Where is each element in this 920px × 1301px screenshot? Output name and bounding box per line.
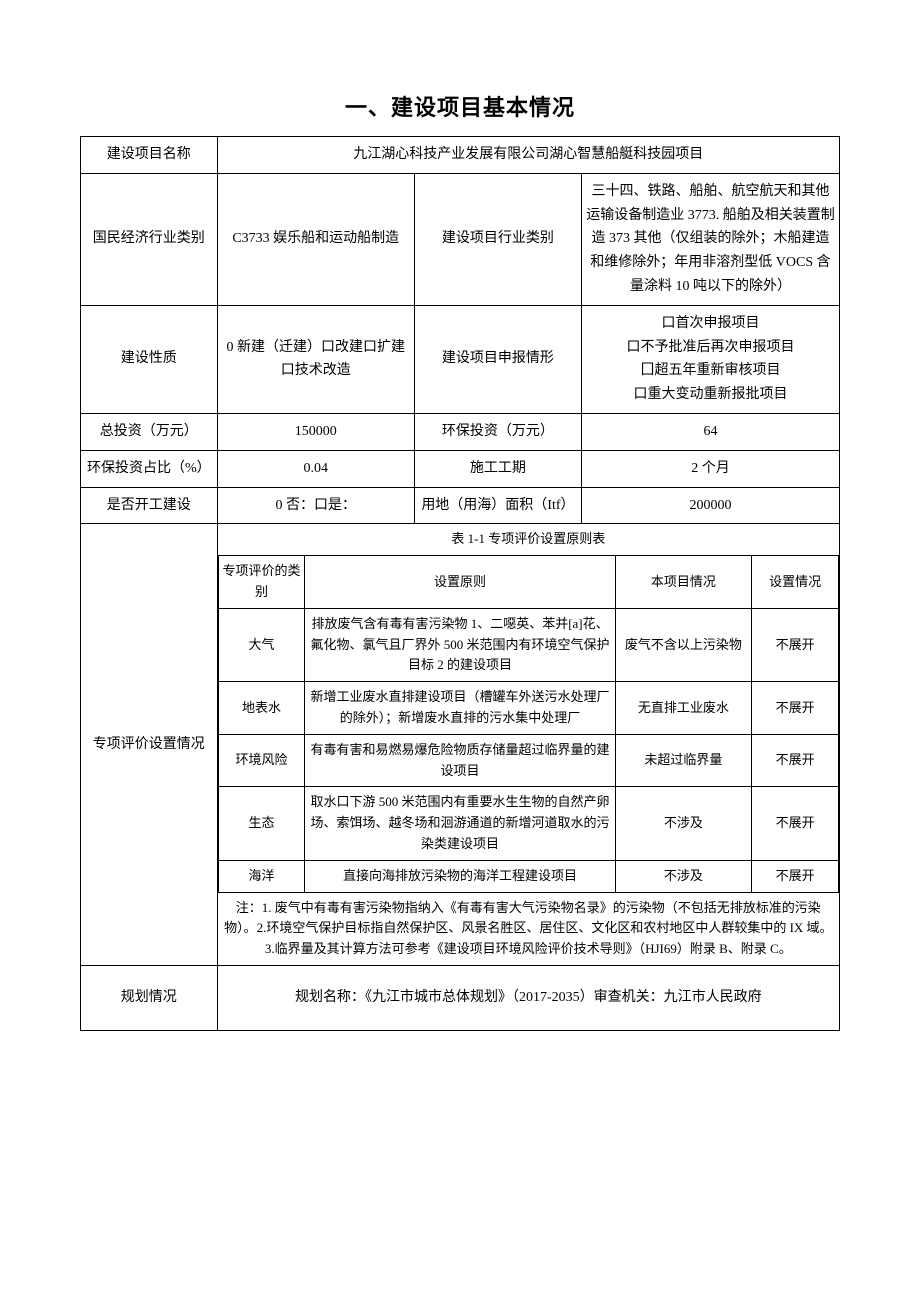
value-nature: 0 新建（迁建）口改建口扩建口技术改造 [217,305,414,413]
inner-set: 不展开 [752,787,839,860]
inner-cat: 大气 [218,608,305,681]
inner-caption: 表 1-1 专项评价设置原则表 [218,524,838,555]
inner-cat: 生态 [218,787,305,860]
label-declare: 建设项目申报情形 [414,305,581,413]
value-declare: 口首次申报项目 口不予批准后再次申报项目 囗超五年重新审核项目 口重大变动重新报… [581,305,839,413]
inner-status: 废气不含以上污染物 [615,608,751,681]
table-row: 环保投资占比（%） 0.04 施工工期 2 个月 [81,450,840,487]
inner-set: 不展开 [752,682,839,735]
label-industry-type: 建设项目行业类别 [414,173,581,305]
inner-principle: 有毒有害和易燃易爆危险物质存储量超过临界量的建设项目 [305,734,615,787]
label-started: 是否开工建设 [81,487,218,524]
value-period: 2 个月 [581,450,839,487]
label-project-name: 建设项目名称 [81,137,218,174]
value-env-ratio: 0.04 [217,450,414,487]
table-row: 国民经济行业类别 C3733 娱乐船和运动船制造 建设项目行业类别 三十四、铁路… [81,173,840,305]
inner-header: 设置情况 [752,556,839,609]
inner-principle: 排放废气含有毒有害污染物 1、二噁英、苯并[a]花、氟化物、氯气且厂界外 500… [305,608,615,681]
value-env-invest: 64 [581,413,839,450]
label-special: 专项评价设置情况 [81,524,218,966]
inner-cat: 海洋 [218,860,305,892]
inner-principle: 新增工业废水直排建设项目（槽罐车外送污水处理厂的除外）；新增废水直排的污水集中处… [305,682,615,735]
inner-row: 大气 排放废气含有毒有害污染物 1、二噁英、苯并[a]花、氟化物、氯气且厂界外 … [218,608,838,681]
inner-cat: 环境风险 [218,734,305,787]
inner-principle: 取水口下游 500 米范围内有重要水生生物的自然产卵场、索饵场、越冬场和洄游通道… [305,787,615,860]
inner-status: 不涉及 [615,787,751,860]
inner-set: 不展开 [752,860,839,892]
value-started: 0 否：口是： [217,487,414,524]
inner-set: 不展开 [752,608,839,681]
inner-row: 海洋 直接向海排放污染物的海洋工程建设项目 不涉及 不展开 [218,860,838,892]
inner-status: 不涉及 [615,860,751,892]
label-period: 施工工期 [414,450,581,487]
label-env-invest: 环保投资（万元） [414,413,581,450]
inner-principle: 直接向海排放污染物的海洋工程建设项目 [305,860,615,892]
value-project-name: 九江湖心科技产业发展有限公司湖心智慧船艇科技园项目 [217,137,839,174]
table-row: 专项评价设置情况 表 1-1 专项评价设置原则表 专项评价的类别 设置原则 本项… [81,524,840,966]
table-row: 建设项目名称 九江湖心科技产业发展有限公司湖心智慧船艇科技园项目 [81,137,840,174]
value-total-invest: 150000 [217,413,414,450]
inner-status: 无直排工业废水 [615,682,751,735]
inner-row: 生态 取水口下游 500 米范围内有重要水生生物的自然产卵场、索饵场、越冬场和洄… [218,787,838,860]
inner-set: 不展开 [752,734,839,787]
label-total-invest: 总投资（万元） [81,413,218,450]
inner-header-row: 专项评价的类别 设置原则 本项目情况 设置情况 [218,556,838,609]
inner-row: 环境风险 有毒有害和易燃易爆危险物质存储量超过临界量的建设项目 未超过临界量 不… [218,734,838,787]
value-land-area: 200000 [581,487,839,524]
label-env-ratio: 环保投资占比（%） [81,450,218,487]
inner-status: 未超过临界量 [615,734,751,787]
inner-header: 本项目情况 [615,556,751,609]
page-title: 一、建设项目基本情况 [80,90,840,122]
label-plan: 规划情况 [81,965,218,1030]
inner-note: 注：1. 废气中有毒有害污染物指纳入《有毒有害大气污染物名录》的污染物（不包括无… [218,892,838,965]
value-industry-type: 三十四、铁路、船舶、航空航天和其他运输设备制造业 3773. 船舶及相关装置制造… [581,173,839,305]
inner-header: 专项评价的类别 [218,556,305,609]
inner-row: 地表水 新增工业废水直排建设项目（槽罐车外送污水处理厂的除外）；新增废水直排的污… [218,682,838,735]
table-row: 建设性质 0 新建（迁建）口改建口扩建口技术改造 建设项目申报情形 口首次申报项… [81,305,840,413]
table-row: 是否开工建设 0 否：口是： 用地（用海）面积（Itf） 200000 [81,487,840,524]
value-plan: 规划名称：《九江市城市总体规划》（2017-2035）审查机关：九江市人民政府 [217,965,839,1030]
value-industry-code: C3733 娱乐船和运动船制造 [217,173,414,305]
label-nature: 建设性质 [81,305,218,413]
label-land-area: 用地（用海）面积（Itf） [414,487,581,524]
inner-cat: 地表水 [218,682,305,735]
inner-header: 设置原则 [305,556,615,609]
label-industry-code: 国民经济行业类别 [81,173,218,305]
table-row: 总投资（万元） 150000 环保投资（万元） 64 [81,413,840,450]
table-row: 规划情况 规划名称：《九江市城市总体规划》（2017-2035）审查机关：九江市… [81,965,840,1030]
special-review-table: 表 1-1 专项评价设置原则表 专项评价的类别 设置原则 本项目情况 设置情况 … [218,524,839,965]
basic-info-table: 建设项目名称 九江湖心科技产业发展有限公司湖心智慧船艇科技园项目 国民经济行业类… [80,136,840,1031]
